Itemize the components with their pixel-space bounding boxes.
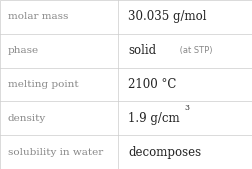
Text: melting point: melting point [8,80,78,89]
Text: decomposes: decomposes [128,146,201,159]
Text: 3: 3 [185,104,190,112]
Text: (at STP): (at STP) [177,46,213,55]
Text: 2100 °C: 2100 °C [128,78,176,91]
Text: solubility in water: solubility in water [8,148,103,157]
Text: 30.035 g/mol: 30.035 g/mol [128,10,207,23]
Text: 1.9 g/cm: 1.9 g/cm [128,112,180,125]
Text: molar mass: molar mass [8,12,68,21]
Text: density: density [8,114,46,123]
Text: solid: solid [128,44,156,57]
Text: phase: phase [8,46,39,55]
